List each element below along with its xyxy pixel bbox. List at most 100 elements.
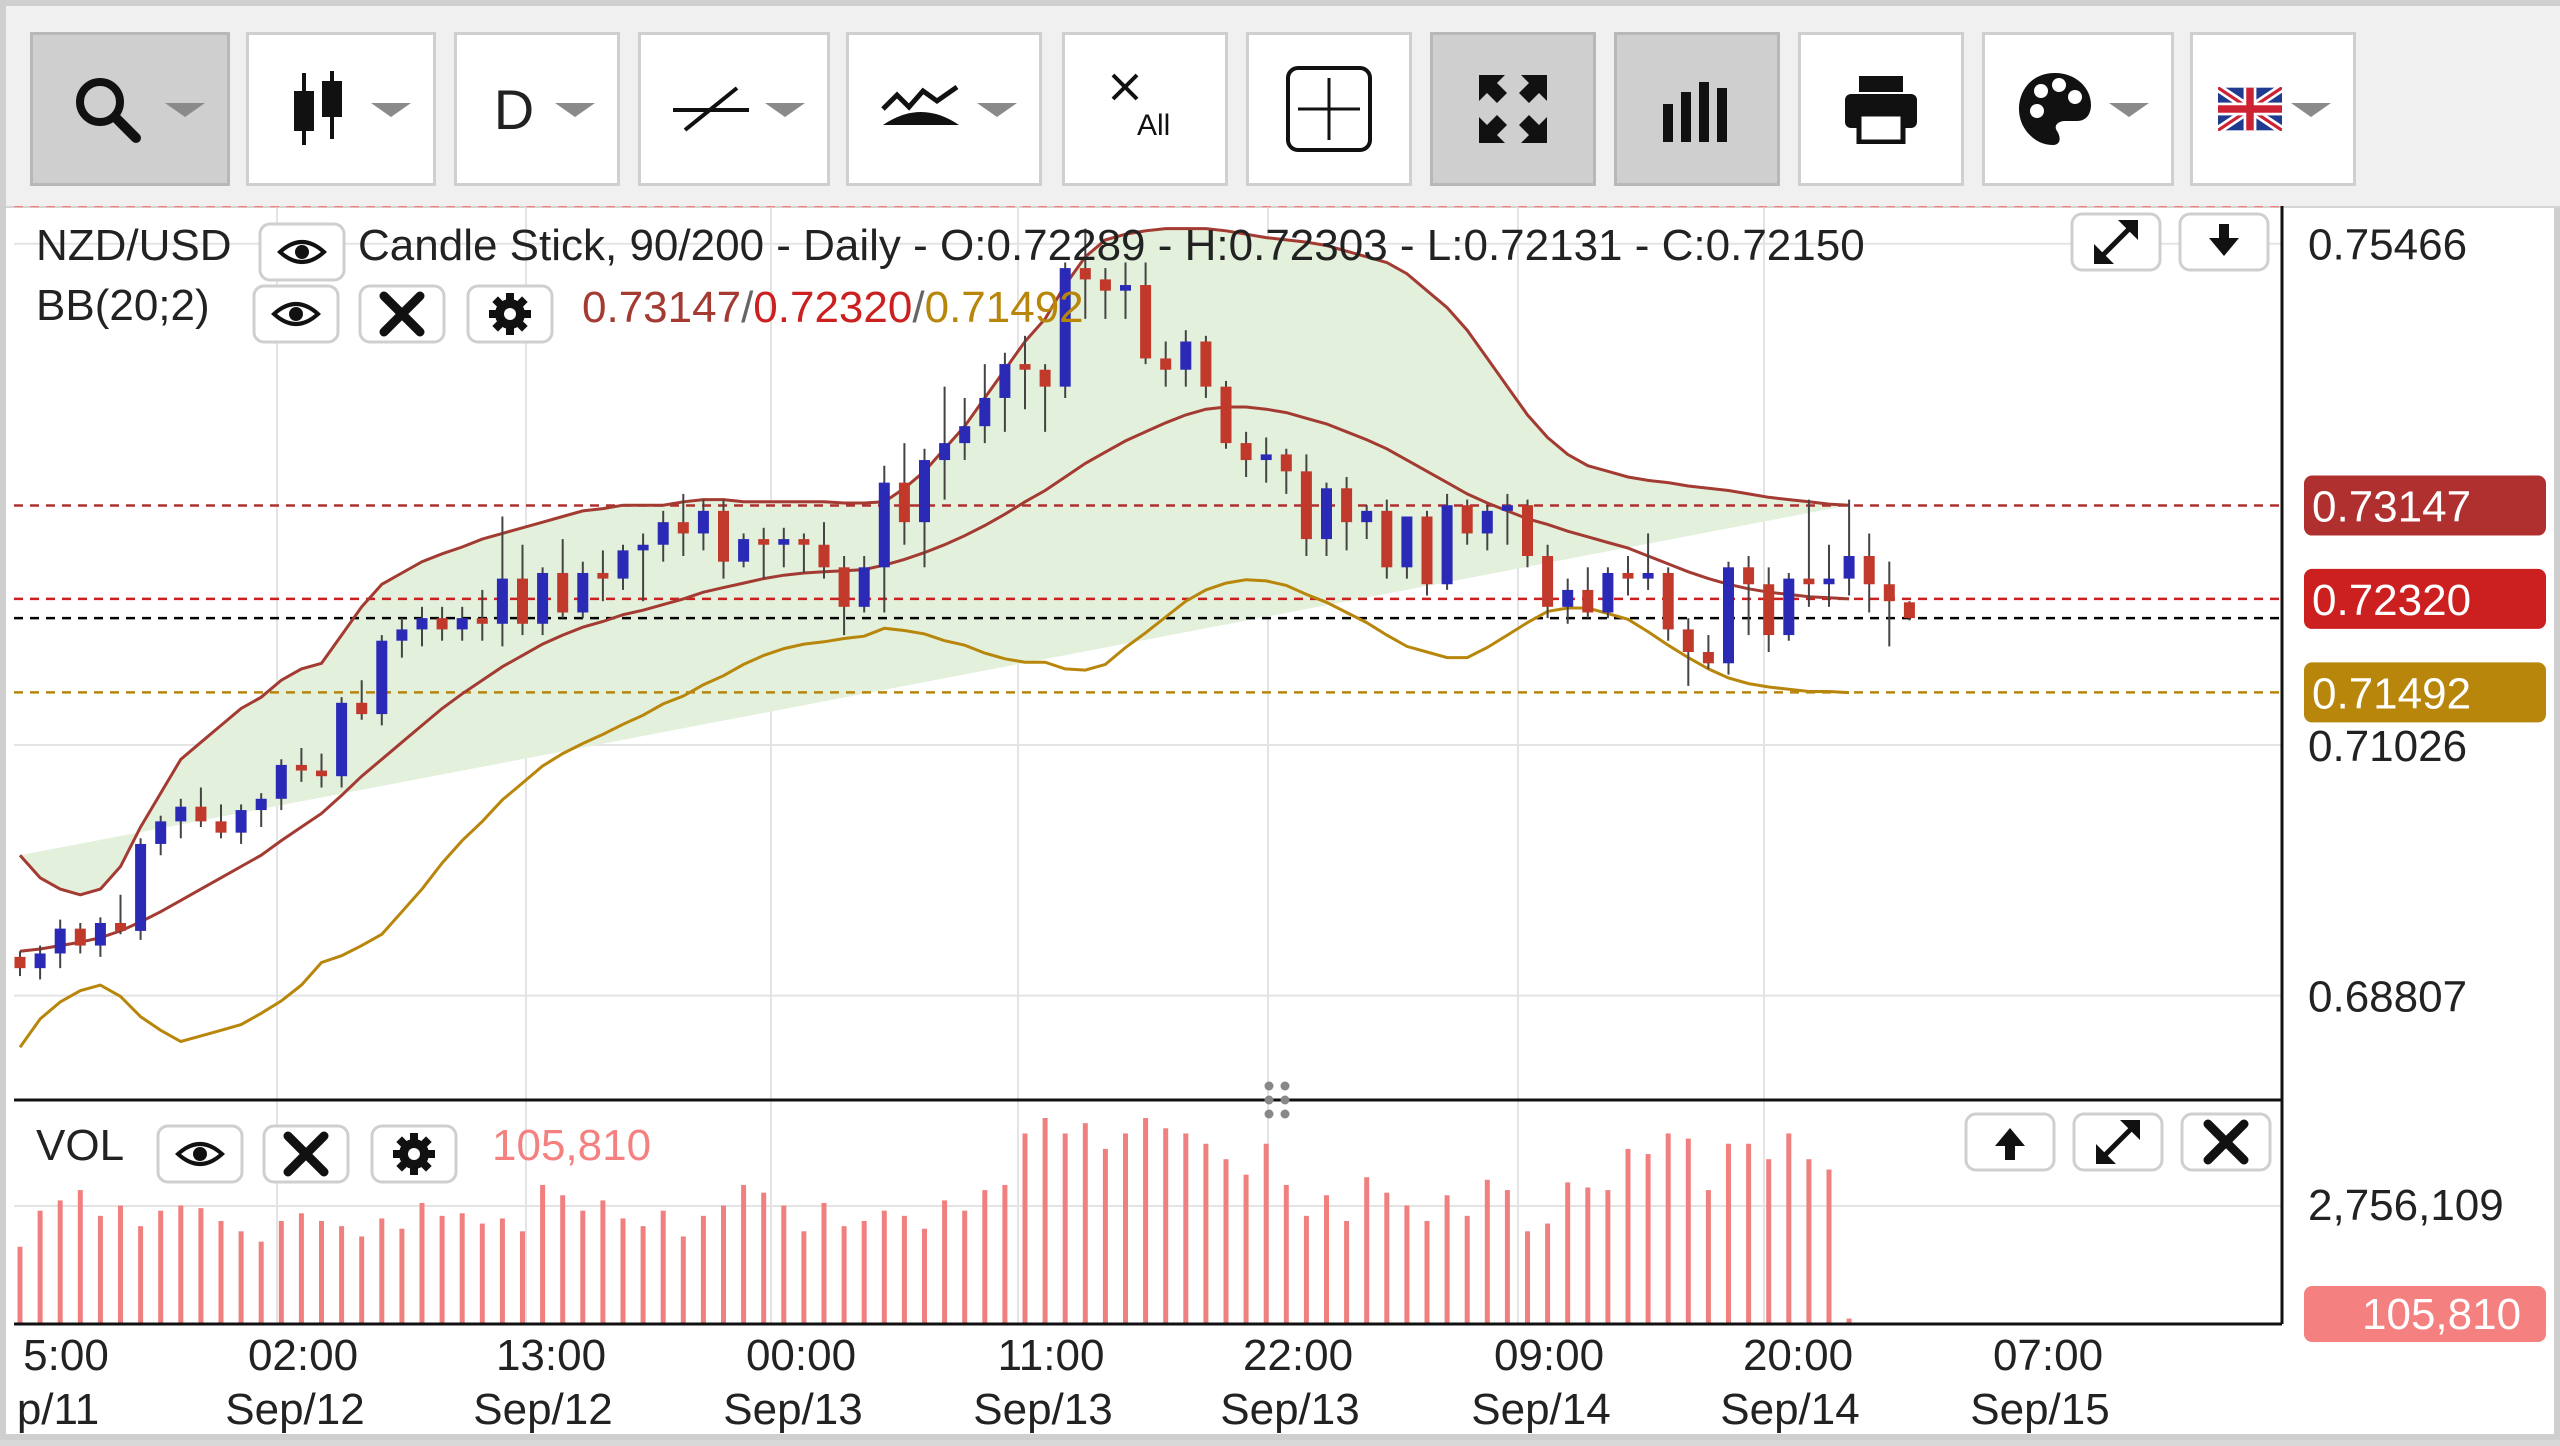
- candle: [496, 516, 508, 647]
- candle: [14, 951, 26, 977]
- vol-remove-button[interactable]: [262, 1124, 350, 1184]
- candles: [14, 228, 1915, 980]
- volume-bar: [37, 1210, 43, 1324]
- price-badge-label: 0.71492: [2312, 669, 2471, 718]
- candle-body: [1602, 572, 1614, 613]
- candle: [155, 815, 167, 856]
- volume-bar: [399, 1228, 405, 1324]
- candle: [1481, 505, 1493, 551]
- bb-middle-line: [19, 405, 1850, 953]
- volume-bar: [580, 1210, 586, 1324]
- candle-body: [1501, 505, 1513, 511]
- candle-body: [1582, 589, 1594, 613]
- volume-bar: [942, 1200, 948, 1324]
- volume-bar: [238, 1231, 244, 1324]
- volume-bar: [97, 1215, 103, 1324]
- candle: [1743, 556, 1755, 636]
- vol-expand-button[interactable]: [2072, 1112, 2164, 1172]
- candle-body: [838, 567, 850, 607]
- candle-body: [597, 572, 609, 579]
- candle: [1421, 510, 1433, 596]
- handle-dot: [1264, 1095, 1274, 1105]
- candle-body: [1180, 341, 1192, 370]
- candle-body: [1361, 510, 1373, 523]
- close-icon: [379, 291, 425, 337]
- volume-bar: [439, 1215, 445, 1324]
- bb-settings-button[interactable]: [466, 284, 554, 344]
- x-tick-time: 22:00: [1243, 1331, 1353, 1380]
- candle-body: [356, 702, 368, 715]
- volume-bar: [700, 1215, 706, 1324]
- price-badge: 0.71492: [2304, 662, 2546, 723]
- volume-bar: [298, 1213, 304, 1324]
- candle-body: [577, 572, 589, 613]
- volume-bar: [1002, 1184, 1008, 1324]
- indicators-button[interactable]: [846, 32, 1042, 186]
- candle-body: [1079, 268, 1091, 280]
- candle-body: [758, 539, 770, 545]
- candle-body: [1542, 556, 1554, 607]
- crosshair-button[interactable]: [1246, 32, 1412, 186]
- candle: [1522, 499, 1533, 568]
- bb-upper-line: [18, 227, 1850, 897]
- candle: [1883, 561, 1895, 647]
- main-visibility-button[interactable]: [258, 222, 346, 282]
- candle: [295, 747, 307, 782]
- price-badge-bg: [2304, 475, 2546, 536]
- volume-bar: [1746, 1143, 1752, 1324]
- theme-button[interactable]: [1982, 32, 2174, 186]
- fullscreen-button[interactable]: [1430, 32, 1596, 186]
- clear-all-button[interactable]: All: [1062, 32, 1228, 186]
- pane-resize-handle[interactable]: [1264, 1081, 1290, 1119]
- x-tick-time: 13:00: [496, 1331, 606, 1380]
- volume-bar: [1344, 1221, 1350, 1324]
- candle: [74, 922, 86, 954]
- main-move-down-button[interactable]: [2178, 212, 2270, 272]
- candle: [1099, 268, 1111, 319]
- bb-remove-button[interactable]: [358, 284, 446, 344]
- chart-type-button[interactable]: [246, 32, 436, 186]
- eye-outline: [277, 240, 327, 264]
- candle: [778, 527, 790, 568]
- candle-body: [898, 482, 910, 523]
- vol-move-up-button[interactable]: [1964, 1112, 2056, 1172]
- draw-line-button[interactable]: [638, 32, 830, 186]
- vol-visibility-button[interactable]: [156, 1124, 244, 1184]
- candle: [898, 443, 910, 545]
- period-button[interactable]: D: [454, 32, 620, 186]
- vol-settings-button[interactable]: [370, 1124, 458, 1184]
- vol-close-button[interactable]: [2180, 1112, 2272, 1172]
- expand-icon: [2096, 1120, 2140, 1164]
- volume-bar: [1243, 1174, 1249, 1324]
- zoom-button[interactable]: [30, 32, 230, 186]
- volume-button[interactable]: [1614, 32, 1780, 186]
- volume-bar: [1223, 1159, 1229, 1324]
- volume-bar: [1163, 1128, 1169, 1324]
- candle-body: [1039, 369, 1051, 387]
- arrow-head: [1995, 1128, 2025, 1146]
- volume-bars-icon: [1659, 74, 1735, 144]
- gear-icon: [489, 293, 531, 335]
- volume-bar: [178, 1205, 184, 1324]
- candle: [939, 386, 951, 500]
- main-expand-button[interactable]: [2070, 212, 2162, 272]
- volume-bar: [1726, 1143, 1731, 1324]
- candle-body: [959, 426, 971, 444]
- bb-visibility-button[interactable]: [252, 284, 340, 344]
- print-button[interactable]: [1798, 32, 1964, 186]
- candle: [1582, 567, 1594, 619]
- candle: [738, 533, 750, 568]
- symbol-label: NZD/USD: [36, 221, 232, 270]
- candle-body: [1843, 556, 1855, 579]
- close-stroke: [283, 1131, 329, 1177]
- close-stroke: [2203, 1119, 2249, 1165]
- candle: [1622, 556, 1634, 596]
- x-tick-date: Sep/13: [973, 1385, 1112, 1434]
- candle-body: [255, 798, 267, 811]
- volume-bar: [660, 1210, 666, 1324]
- eye-icon: [277, 240, 327, 264]
- candle: [175, 798, 187, 839]
- candle: [1220, 381, 1232, 449]
- language-button[interactable]: [2190, 32, 2356, 186]
- candle-body: [1120, 285, 1131, 291]
